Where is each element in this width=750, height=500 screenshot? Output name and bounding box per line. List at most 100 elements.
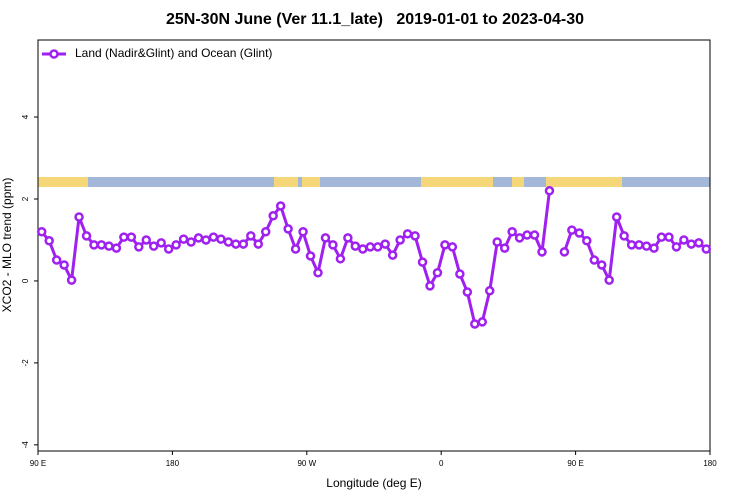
y-tick-label: 0: [21, 278, 30, 283]
data-point: [477, 317, 488, 327]
land-ocean-strip: [38, 177, 710, 187]
data-point: [410, 231, 420, 241]
data-point: [462, 287, 473, 297]
data-point: [626, 240, 637, 250]
data-point: [656, 232, 667, 242]
legend-swatch-marker: [49, 49, 59, 59]
data-point: [365, 242, 376, 252]
data-point: [186, 237, 196, 247]
data-point: [305, 251, 316, 261]
data-point: [238, 239, 249, 249]
data-point: [492, 237, 502, 247]
data-point: [514, 233, 525, 243]
data-point: [544, 186, 555, 196]
data-point: [417, 257, 428, 267]
data-point: [231, 239, 241, 249]
data-point: [328, 240, 338, 250]
data-point: [96, 240, 107, 250]
plot-frame: [37, 39, 711, 452]
data-point: [455, 269, 465, 279]
chart-title: 25N-30N June (Ver 11.1_late) 2019-01-01 …: [166, 11, 584, 28]
data-point: [51, 255, 62, 265]
data-point: [275, 201, 286, 211]
data-point: [611, 212, 622, 222]
data-point: [686, 239, 697, 249]
data-point: [634, 240, 644, 250]
data-point: [223, 237, 234, 247]
data-point: [447, 242, 458, 252]
x-tick-label: 90 W: [297, 459, 316, 468]
series-line: [562, 216, 708, 286]
data-point: [470, 319, 480, 329]
data-point: [148, 241, 159, 251]
data-point: [208, 232, 219, 242]
data-point: [582, 236, 592, 246]
data-point: [320, 233, 331, 243]
data-point: [641, 241, 652, 251]
data-point: [156, 238, 166, 248]
x-tick-label: 180: [166, 459, 180, 468]
data-point: [216, 234, 226, 244]
y-axis-label: XCO2 - MLO trend (ppm): [0, 178, 14, 313]
data-point: [664, 232, 674, 242]
data-point: [402, 229, 413, 239]
land-band: [421, 177, 493, 187]
data-point: [111, 243, 122, 253]
data-point: [567, 225, 577, 235]
x-tick-label: 0: [439, 459, 444, 468]
data-point: [290, 244, 301, 254]
data-point: [313, 267, 323, 278]
land-band: [274, 177, 298, 187]
data-point: [283, 224, 293, 234]
data-point: [694, 238, 704, 248]
ocean-band: [38, 177, 710, 187]
data-point: [134, 242, 144, 252]
data-point: [425, 281, 435, 291]
data-point: [529, 230, 540, 240]
series-line: [40, 190, 551, 326]
data-point: [246, 231, 256, 241]
data-point: [36, 227, 47, 237]
x-tick-label: 180: [703, 459, 717, 468]
data-point: [380, 239, 390, 249]
data-point: [701, 244, 712, 254]
data-point: [559, 247, 570, 257]
data-point: [604, 275, 614, 285]
x-tick-label: 90 E: [30, 459, 46, 468]
y-tick-label: -4: [21, 441, 30, 449]
legend-label: Land (Nadir&Glint) and Ocean (Glint): [75, 46, 272, 60]
land-band: [546, 177, 622, 187]
x-tick-label: 90 E: [567, 459, 583, 468]
data-point: [253, 239, 264, 249]
data-point: [59, 260, 69, 270]
data-point: [141, 235, 152, 245]
data-point: [387, 250, 398, 260]
data-point: [574, 228, 585, 238]
data-point: [298, 227, 308, 237]
data-point: [649, 243, 659, 253]
data-point: [126, 232, 137, 242]
land-band: [512, 177, 524, 187]
data-point: [372, 242, 383, 252]
data-point: [679, 235, 689, 245]
land-band: [302, 177, 320, 187]
land-band: [38, 177, 88, 187]
data-point: [671, 242, 682, 252]
data-point: [119, 232, 129, 242]
data-point: [440, 240, 450, 250]
data-point: [499, 243, 510, 253]
data-point: [268, 211, 278, 221]
x-axis-label: Longitude (deg E): [326, 476, 421, 490]
data-point: [596, 260, 607, 270]
data-point: [89, 240, 99, 250]
data-point: [201, 235, 211, 245]
legend: Land (Nadir&Glint) and Ocean (Glint): [42, 46, 272, 60]
data-point: [537, 247, 547, 257]
data-point: [432, 267, 443, 278]
y-tick-label: 4: [21, 114, 30, 119]
y-tick-label: 2: [21, 196, 30, 201]
data-point: [66, 275, 77, 285]
data-point: [484, 286, 495, 296]
data-point: [350, 241, 361, 251]
